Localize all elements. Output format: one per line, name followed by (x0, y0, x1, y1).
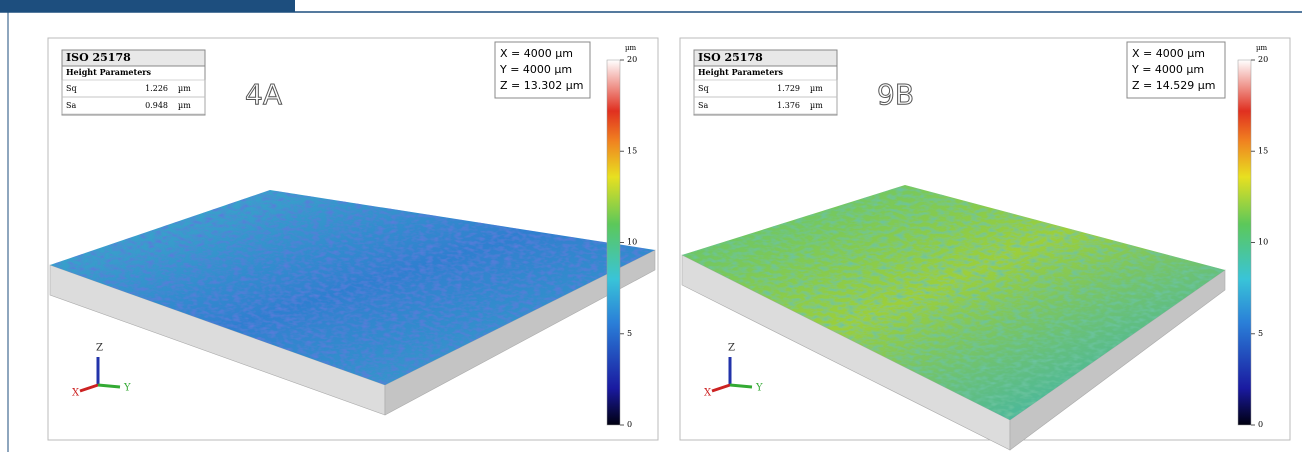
coord-text: Z = 13.302 µm (500, 79, 583, 92)
colorbar-tick-label: 15 (1258, 146, 1268, 155)
iso-cell: Sa (66, 101, 76, 110)
iso-cell: Sq (66, 84, 77, 93)
iso-cell: µm (178, 84, 191, 93)
iso-title: ISO 25178 (66, 51, 131, 64)
colorbar-tick-label: 10 (627, 238, 637, 247)
colorbar (1238, 60, 1251, 425)
figure: ISO 25178 Height Parameters Sq 1.226 µm Sa 0.9… (0, 0, 1302, 452)
axis-label: Y (755, 383, 763, 394)
colorbar-tick-label: 0 (1258, 420, 1263, 429)
colorbar-tick-label: 10 (1258, 238, 1268, 247)
coord-text: Y = 4000 µm (499, 63, 572, 76)
colorbar-unit: µm (1256, 44, 1268, 52)
axis-label: Z (96, 343, 103, 354)
axis-label: Y (123, 383, 131, 394)
axis-y (98, 385, 120, 387)
iso-cell: 1.226 (145, 84, 168, 93)
panel: ISO 25178 Height Parameters Sq 1.226 µm Sa 0.9… (48, 38, 658, 440)
coord-text: X = 4000 µm (500, 47, 573, 60)
iso-cell: Sa (698, 101, 708, 110)
sample-label: 4A (245, 78, 282, 111)
iso-cell: 1.376 (777, 101, 800, 110)
iso-subtitle: Height Parameters (698, 67, 784, 77)
colorbar-tick-label: 15 (627, 146, 637, 155)
iso-cell: µm (810, 84, 823, 93)
colorbar-tick-label: 5 (1258, 329, 1263, 338)
header-tab (0, 0, 295, 12)
iso-cell: Sq (698, 84, 709, 93)
iso-title: ISO 25178 (698, 51, 763, 64)
colorbar-tick-label: 0 (627, 420, 632, 429)
axis-label: X (72, 388, 80, 399)
iso-subtitle: Height Parameters (66, 67, 152, 77)
coord-text: Z = 14.529 µm (1132, 79, 1215, 92)
coord-text: X = 4000 µm (1132, 47, 1205, 60)
iso-cell: µm (810, 101, 823, 110)
colorbar-tick-label: 20 (627, 55, 637, 64)
iso-cell: 0.948 (145, 101, 168, 110)
colorbar (607, 60, 620, 425)
axis-label: X (704, 388, 712, 399)
iso-cell: µm (178, 101, 191, 110)
colorbar-tick-label: 5 (627, 329, 632, 338)
colorbar-unit: µm (625, 44, 637, 52)
colorbar-tick-label: 20 (1258, 55, 1268, 64)
iso-cell: 1.729 (777, 84, 800, 93)
axis-y (730, 385, 752, 387)
axis-label: Z (728, 343, 735, 354)
sample-label: 9B (877, 78, 914, 111)
coord-text: Y = 4000 µm (1131, 63, 1204, 76)
panel: ISO 25178 Height Parameters Sq 1.729 µm Sa 1.3… (680, 38, 1290, 450)
